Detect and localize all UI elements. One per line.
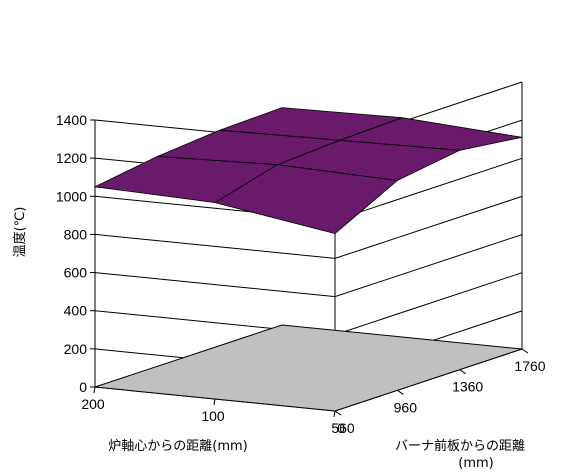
x-tick-label: 0 xyxy=(337,420,345,436)
z-tick-label: 600 xyxy=(64,265,88,281)
z-axis-title: 温度(℃) xyxy=(12,207,28,258)
z-tick-label: 800 xyxy=(64,226,88,242)
z-tick-label: 0 xyxy=(79,379,87,395)
x-tick-label: 200 xyxy=(81,396,105,412)
depth-tick-mark xyxy=(397,389,404,395)
axis-labels: 温度(℃) 炉軸心からの距離(mm) バーナ前板からの距離 (mm) xyxy=(12,207,525,471)
chart-floor xyxy=(93,324,529,418)
depth-tick-mark xyxy=(521,348,529,354)
temperature-surface xyxy=(93,107,523,235)
z-tick-label: 400 xyxy=(64,303,88,319)
depth-axis-title: バーナ前板からの距離 xyxy=(395,438,525,454)
depth-tick-label: 960 xyxy=(394,399,418,415)
gridline xyxy=(94,234,523,298)
x-tick-mark xyxy=(93,386,96,394)
surface-patch xyxy=(93,156,279,204)
depth-tick-mark xyxy=(334,410,342,416)
gridline xyxy=(94,195,523,259)
x-tick-mark xyxy=(333,410,336,418)
x-tick-mark xyxy=(213,398,216,406)
x-axis-title: 炉軸心からの距離(mm) xyxy=(108,439,247,454)
floor-plane xyxy=(94,324,523,412)
depth-tick-label: 560 xyxy=(331,420,355,436)
z-tick-label: 1200 xyxy=(56,150,87,166)
depth-tick-mark xyxy=(459,369,466,375)
z-tick-label: 200 xyxy=(64,341,88,357)
depth-tick-label: 1360 xyxy=(452,379,483,395)
z-tick-label: 1400 xyxy=(56,112,87,128)
x-tick-label: 100 xyxy=(201,408,225,424)
depth-axis-unit: (mm) xyxy=(458,456,493,471)
depth-tick-label: 1760 xyxy=(514,358,545,374)
tick-labels: 0200400600800100012001400200100056096013… xyxy=(56,112,546,436)
gridline xyxy=(94,272,523,336)
z-tick-label: 1000 xyxy=(56,188,87,204)
